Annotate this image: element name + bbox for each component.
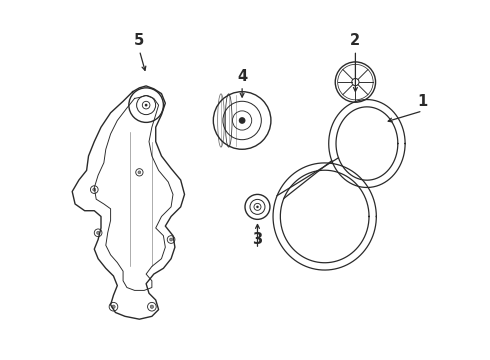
Circle shape [256,206,259,208]
Circle shape [138,171,141,174]
Circle shape [112,305,115,309]
Circle shape [150,305,153,309]
Circle shape [239,117,245,124]
Circle shape [145,104,147,107]
Circle shape [93,188,96,191]
Text: 3: 3 [252,232,263,247]
Text: 4: 4 [237,69,247,84]
Text: 2: 2 [350,33,361,48]
Text: 1: 1 [417,94,428,109]
Circle shape [97,231,99,234]
Text: 5: 5 [134,33,145,48]
Circle shape [170,238,172,241]
